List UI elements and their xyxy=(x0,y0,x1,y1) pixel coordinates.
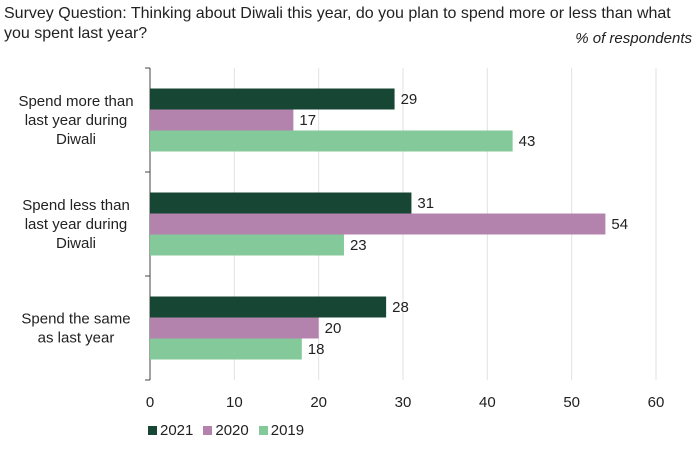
legend-item: 2021 xyxy=(148,422,193,439)
category-label: Diwali xyxy=(56,131,96,148)
legend-swatch xyxy=(203,426,213,435)
data-label: 31 xyxy=(417,195,434,212)
data-label: 43 xyxy=(519,133,536,150)
legend-item: 2019 xyxy=(258,422,305,439)
x-tick-label: 60 xyxy=(648,394,665,411)
legend: 2021 2020 2019 xyxy=(148,422,304,439)
data-label: 18 xyxy=(308,341,325,358)
data-label: 20 xyxy=(325,320,342,337)
category-label: as last year xyxy=(38,330,115,347)
legend-label: 2021 xyxy=(160,422,194,439)
category-label: Spend more than xyxy=(18,93,133,110)
legend-label: 2019 xyxy=(270,422,305,439)
data-label: 23 xyxy=(350,237,367,254)
bar-2021 xyxy=(150,192,412,214)
x-tick-label: 40 xyxy=(479,394,496,411)
x-tick-label: 10 xyxy=(226,394,243,411)
bar-2019 xyxy=(150,130,513,152)
x-tick-label: 20 xyxy=(310,394,327,411)
legend-item: 2020 xyxy=(203,422,249,439)
data-label: 29 xyxy=(401,91,418,108)
legend-label: 2020 xyxy=(215,422,249,439)
chart-title: Survey Question: Thinking about Diwali t… xyxy=(4,5,671,42)
bar-2020 xyxy=(150,213,606,235)
bar-2019 xyxy=(150,338,302,360)
category-label: Spend the same xyxy=(21,311,130,328)
bar-2020 xyxy=(150,317,319,339)
category-label: last year during xyxy=(25,112,128,129)
category-label: Diwali xyxy=(56,235,96,252)
x-tick-label: 50 xyxy=(563,394,580,411)
category-label: Spend less than xyxy=(22,197,130,214)
data-label: 17 xyxy=(299,112,316,129)
bar-2020 xyxy=(150,109,294,131)
unit-label: % of respondents xyxy=(575,30,692,47)
category-label: last year during xyxy=(25,216,128,233)
x-tick-label: 0 xyxy=(146,394,154,411)
legend-swatch xyxy=(258,426,268,435)
bar-2021 xyxy=(150,88,395,110)
bar-2021 xyxy=(150,296,387,318)
data-label: 28 xyxy=(392,299,409,316)
bar-2019 xyxy=(150,234,344,256)
x-tick-label: 30 xyxy=(395,394,412,411)
legend-swatch xyxy=(148,426,157,435)
data-label: 54 xyxy=(611,216,628,233)
